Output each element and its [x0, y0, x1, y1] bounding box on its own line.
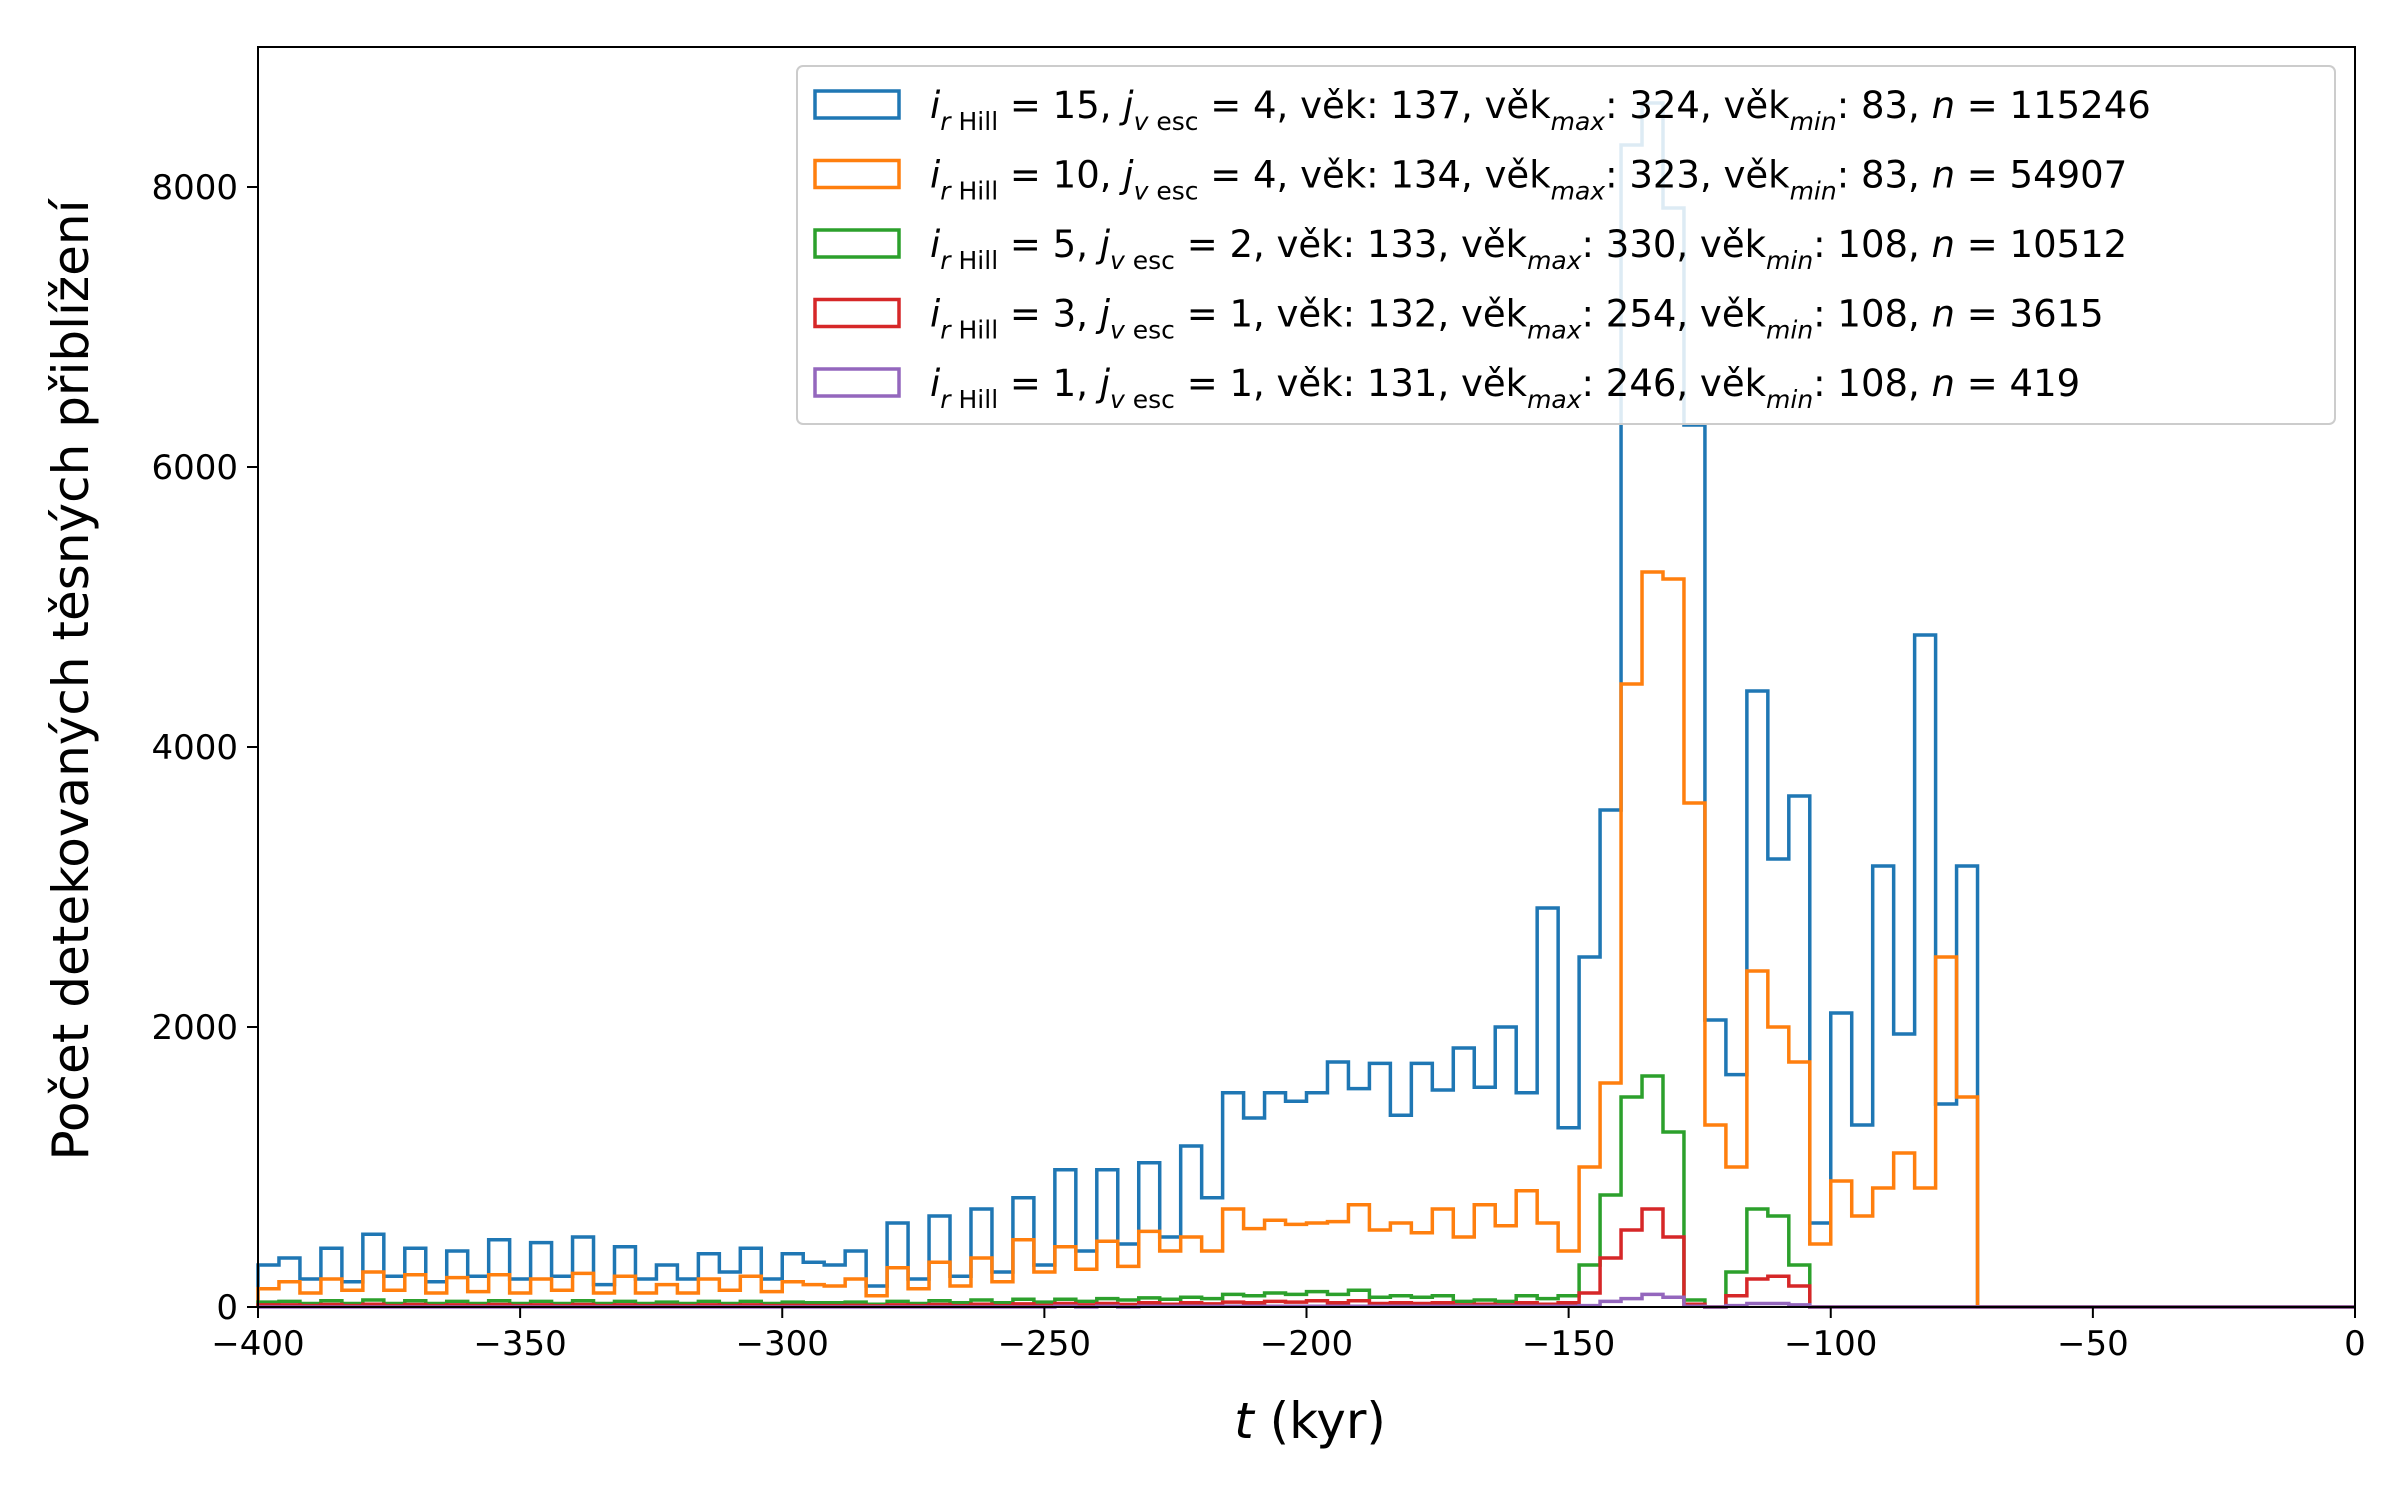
histogram-series-2 — [256, 570, 2355, 1309]
legend-swatch — [813, 297, 901, 329]
legend-entry: ir Hill = 5, jv esc = 2, věk: 133, věkma… — [930, 223, 2127, 275]
plot-area — [256, 101, 2355, 1309]
axes: −400 −350 −300 −250 −200 −150 −100 −50 0 0 2000 400… — [151, 46, 2366, 1364]
x-axis-title: t (kyr) — [1234, 1392, 1386, 1450]
y-tick-label: 6000 — [151, 448, 238, 488]
x-tick-label: −300 — [736, 1324, 829, 1364]
x-axis-unit: (kyr) — [1254, 1392, 1386, 1450]
x-tick-label: −200 — [1260, 1324, 1353, 1364]
legend-swatch — [813, 367, 901, 398]
legend-swatch — [813, 158, 901, 190]
legend-entry: ir Hill = 15, jv esc = 4, věk: 137, věkm… — [930, 84, 2151, 136]
legend-entry: ir Hill = 1, jv esc = 1, věk: 131, věkma… — [930, 362, 2080, 414]
y-tick-label: 0 — [216, 1288, 238, 1328]
y-tick-label: 4000 — [151, 728, 238, 768]
x-tick-label: −150 — [1522, 1324, 1615, 1364]
legend: ir Hill = 15, jv esc = 4, věk: 137, věkm… — [796, 65, 2336, 425]
legend-swatch — [813, 89, 901, 120]
legend-entry: ir Hill = 3, jv esc = 1, věk: 132, věkma… — [930, 293, 2104, 345]
y-tick-label: 2000 — [151, 1008, 238, 1048]
legend-swatch — [813, 228, 901, 259]
x-tick-label: −250 — [998, 1324, 1091, 1364]
x-axis-variable: t — [1234, 1392, 1256, 1450]
legend-entry: ir Hill = 10, jv esc = 4, věk: 134, věkm… — [930, 154, 2127, 206]
histogram-series-1 — [256, 101, 2355, 1309]
y-axis-title: Počet detekovaných těsných přiblížení — [42, 197, 100, 1160]
x-tick-label: −100 — [1784, 1324, 1877, 1364]
legend-box — [796, 65, 2336, 425]
x-tick-label: −50 — [2057, 1324, 2129, 1364]
x-tick-label: −400 — [211, 1324, 304, 1364]
y-tick-label: 8000 — [151, 168, 238, 208]
x-tick-label: 0 — [2344, 1324, 2366, 1364]
x-tick-label: −350 — [473, 1324, 566, 1364]
